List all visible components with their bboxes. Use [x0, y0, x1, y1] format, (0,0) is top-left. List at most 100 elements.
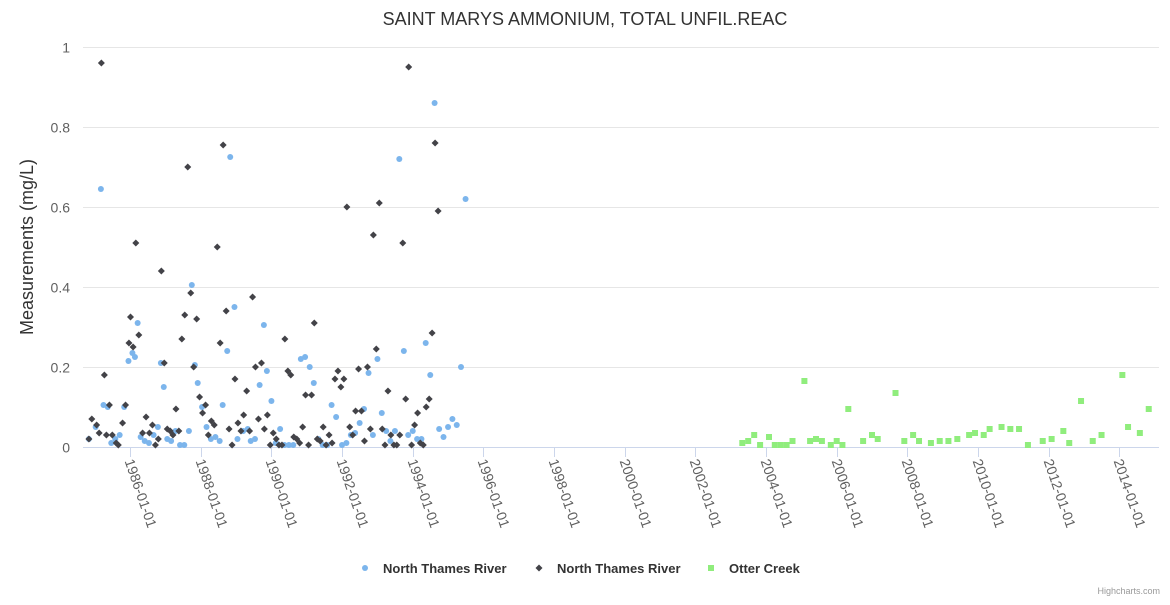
data-point[interactable] — [369, 231, 377, 239]
data-point[interactable] — [116, 432, 123, 438]
data-point[interactable] — [122, 401, 130, 409]
legend-label[interactable]: Otter Creek — [729, 561, 801, 576]
data-point[interactable] — [185, 428, 192, 434]
data-point[interactable] — [860, 438, 867, 444]
data-point[interactable] — [1125, 424, 1132, 430]
data-point[interactable] — [998, 424, 1005, 430]
data-point[interactable] — [434, 207, 442, 215]
data-point[interactable] — [316, 437, 324, 445]
data-point[interactable] — [142, 413, 150, 421]
data-point[interactable] — [194, 380, 201, 386]
data-point[interactable] — [419, 441, 427, 449]
data-point[interactable] — [148, 421, 156, 429]
data-point[interactable] — [384, 387, 392, 395]
data-point[interactable] — [1119, 372, 1126, 378]
data-point[interactable] — [207, 436, 214, 442]
data-point[interactable] — [396, 156, 403, 162]
data-point[interactable] — [172, 405, 180, 413]
data-point[interactable] — [352, 407, 360, 415]
legend-label[interactable]: North Thames River — [557, 561, 681, 576]
data-point[interactable] — [257, 359, 265, 367]
data-point[interactable] — [319, 423, 327, 431]
data-point[interactable] — [272, 435, 280, 443]
data-point[interactable] — [381, 441, 389, 449]
data-point[interactable] — [260, 322, 267, 328]
data-point[interactable] — [93, 421, 101, 429]
data-point[interactable] — [334, 367, 342, 375]
data-point[interactable] — [119, 419, 127, 427]
data-point[interactable] — [251, 436, 258, 442]
data-point[interactable] — [219, 402, 226, 408]
data-point[interactable] — [308, 391, 316, 399]
data-point[interactable] — [409, 428, 416, 434]
data-point[interactable] — [105, 401, 113, 409]
data-point[interactable] — [296, 439, 304, 447]
data-point[interactable] — [343, 203, 351, 211]
data-point[interactable] — [160, 359, 168, 367]
data-point[interactable] — [231, 375, 239, 383]
data-point[interactable] — [813, 436, 820, 442]
data-point[interactable] — [363, 363, 371, 371]
data-point[interactable] — [325, 431, 333, 439]
data-point[interactable] — [237, 427, 245, 435]
data-point[interactable] — [1136, 430, 1143, 436]
data-point[interactable] — [757, 442, 764, 448]
data-point[interactable] — [203, 424, 210, 430]
data-point[interactable] — [874, 436, 881, 442]
data-point[interactable] — [254, 415, 262, 423]
data-point[interactable] — [213, 243, 221, 251]
data-point[interactable] — [290, 442, 297, 448]
data-point[interactable] — [204, 431, 212, 439]
data-point[interactable] — [1024, 442, 1031, 448]
data-point[interactable] — [251, 363, 259, 371]
data-point[interactable] — [154, 435, 162, 443]
data-point[interactable] — [216, 438, 223, 444]
data-point[interactable] — [1089, 438, 1096, 444]
data-point[interactable] — [980, 432, 987, 438]
data-point[interactable] — [151, 441, 159, 449]
data-point[interactable] — [910, 432, 917, 438]
data-point[interactable] — [378, 425, 386, 433]
data-point[interactable] — [1016, 426, 1023, 432]
data-point[interactable] — [177, 442, 184, 448]
data-point[interactable] — [263, 368, 270, 374]
data-point[interactable] — [436, 426, 443, 432]
data-point[interactable] — [349, 431, 357, 439]
data-point[interactable] — [1039, 438, 1046, 444]
data-point[interactable] — [422, 340, 429, 346]
data-point[interactable] — [427, 372, 434, 378]
data-point[interactable] — [449, 416, 456, 422]
data-point[interactable] — [360, 437, 368, 445]
data-point[interactable] — [193, 315, 201, 323]
data-point[interactable] — [240, 411, 248, 419]
data-point[interactable] — [269, 429, 277, 437]
legend-marker[interactable] — [535, 564, 543, 572]
legend-marker[interactable] — [708, 565, 714, 571]
data-point[interactable] — [340, 375, 348, 383]
data-point[interactable] — [365, 370, 372, 376]
data-point[interactable] — [422, 403, 430, 411]
data-point[interactable] — [234, 419, 242, 427]
data-point[interactable] — [1145, 406, 1152, 412]
data-point[interactable] — [243, 387, 251, 395]
legend-label[interactable]: North Thames River — [383, 561, 507, 576]
data-point[interactable] — [129, 343, 137, 351]
data-point[interactable] — [178, 335, 186, 343]
data-point[interactable] — [306, 364, 313, 370]
data-point[interactable] — [299, 423, 307, 431]
data-point[interactable] — [1048, 436, 1055, 442]
data-point[interactable] — [431, 139, 439, 147]
data-point[interactable] — [188, 282, 195, 288]
data-point[interactable] — [108, 440, 115, 446]
data-point[interactable] — [210, 421, 218, 429]
data-point[interactable] — [374, 356, 381, 362]
data-point[interactable] — [95, 429, 103, 437]
data-point[interactable] — [343, 440, 350, 446]
data-point[interactable] — [277, 426, 284, 432]
data-point[interactable] — [263, 411, 271, 419]
data-point[interactable] — [414, 409, 422, 417]
data-point[interactable] — [966, 432, 973, 438]
data-point[interactable] — [739, 440, 746, 446]
data-point[interactable] — [135, 331, 143, 339]
data-point[interactable] — [322, 441, 330, 449]
